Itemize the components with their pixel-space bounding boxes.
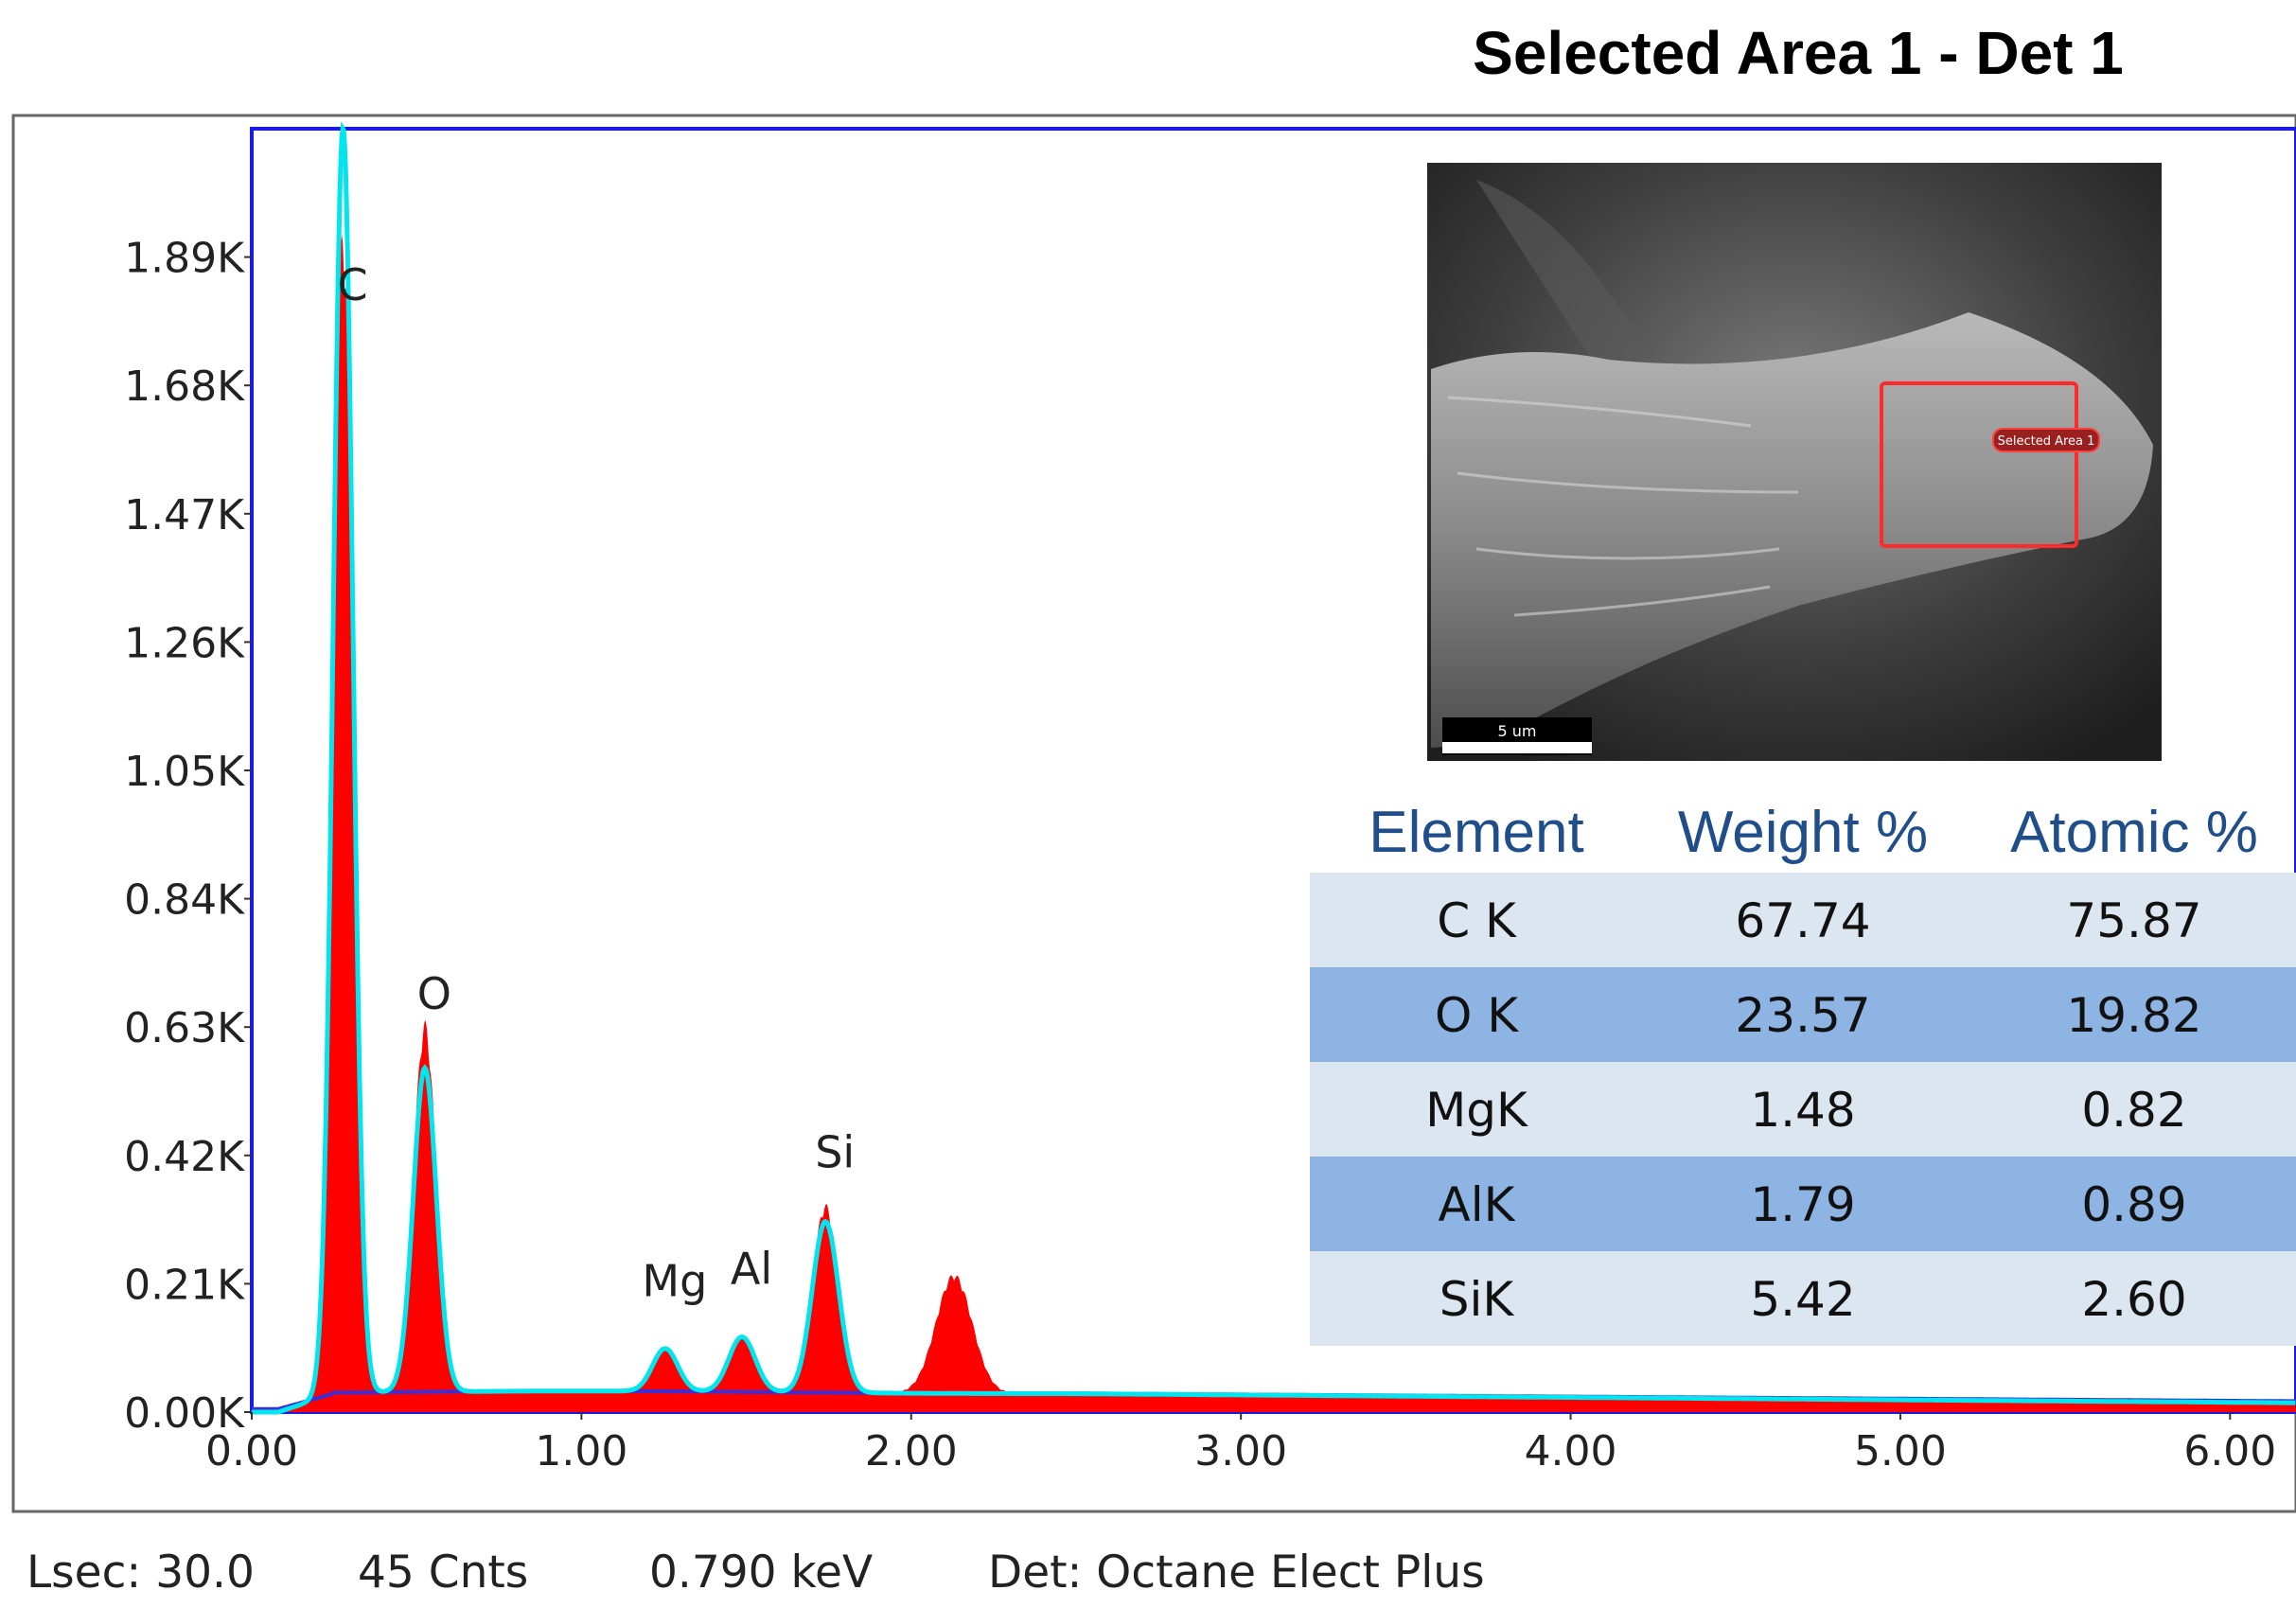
selected-area-box xyxy=(1880,381,2078,548)
fitted-spectrum xyxy=(252,121,2296,1415)
peak-label-al: Al xyxy=(731,1243,772,1294)
table-header-element: Element xyxy=(1369,800,1583,865)
table-row xyxy=(1310,873,2296,967)
y-tick-label: 0.00K xyxy=(124,1389,245,1438)
sem-inset-image: Selected Area 1 5 um xyxy=(1427,163,2162,761)
table-cell: 1.48 xyxy=(1750,1083,1855,1138)
table-cell: 0.89 xyxy=(2081,1177,2186,1232)
peak-label-c: C xyxy=(337,259,367,310)
y-tick-label: 1.47K xyxy=(124,491,245,539)
table-cell: 5.42 xyxy=(1750,1272,1855,1327)
x-tick-label: 1.00 xyxy=(535,1427,627,1475)
table-row xyxy=(1310,1062,2296,1157)
peak-label-mg: Mg xyxy=(642,1255,707,1306)
table-row xyxy=(1310,1157,2296,1251)
status-energy: 0.790 keV xyxy=(649,1546,873,1599)
status-counts: 45 Cnts xyxy=(358,1546,528,1599)
y-tick-label: 1.89K xyxy=(124,235,245,283)
scale-bar-label: 5 um xyxy=(1498,722,1537,740)
table-header-atomic: Atomic % xyxy=(2010,800,2258,865)
table-cell: O K xyxy=(1435,988,1519,1043)
peak-label-si: Si xyxy=(815,1127,855,1178)
table-row xyxy=(1310,1251,2296,1346)
status-bar: Lsec: 30.0 45 Cnts 0.790 keV Det: Octane… xyxy=(26,1546,1485,1599)
spectrum-layer xyxy=(252,121,2296,1415)
x-tick-label: 2.00 xyxy=(865,1427,958,1475)
y-tick-label: 0.63K xyxy=(124,1004,245,1052)
table-cell: C K xyxy=(1437,893,1517,948)
table-cell: 75.87 xyxy=(2066,893,2201,948)
y-tick-label: 0.21K xyxy=(124,1261,245,1309)
table-cell: 2.60 xyxy=(2081,1272,2186,1327)
x-tick-label: 3.00 xyxy=(1194,1427,1287,1475)
chart-title: Selected Area 1 - Det 1 xyxy=(1473,19,2124,87)
peak-labels: C O Mg Al Si xyxy=(337,259,855,1307)
composition-table: Element Weight % Atomic % C K 67.74 75.87 O… xyxy=(1310,800,2296,1346)
table-row xyxy=(1310,967,2296,1062)
table-cell: SiK xyxy=(1439,1272,1515,1327)
x-tick-label: 6.00 xyxy=(2183,1427,2276,1475)
y-tick-label: 1.68K xyxy=(124,362,245,411)
x-tick-label: 5.00 xyxy=(1854,1427,1947,1475)
selected-area-label: Selected Area 1 xyxy=(1998,434,2095,449)
table-cell: MgK xyxy=(1425,1083,1528,1138)
table-cell: 19.82 xyxy=(2066,988,2201,1043)
y-tick-label: 0.84K xyxy=(124,876,245,925)
peak-label-o: O xyxy=(417,968,451,1019)
table-cell: AlK xyxy=(1439,1177,1516,1232)
selected-area-tag xyxy=(1992,428,2100,452)
y-tick-label: 0.42K xyxy=(124,1133,245,1181)
table-cell: 23.57 xyxy=(1735,988,1870,1043)
y-axis: 0.00K 0.21K 0.42K 0.63K 0.84K 1.05K 1.26K 1.47K… xyxy=(124,235,252,1438)
y-tick-label: 1.05K xyxy=(124,748,245,796)
x-axis: 0.00 1.00 2.00 3.00 4.00 5.00 6.00 xyxy=(205,1412,2276,1475)
x-tick-label: 4.00 xyxy=(1525,1427,1617,1475)
scale-bar xyxy=(1442,742,1592,753)
status-lsec: Lsec: 30.0 xyxy=(26,1546,255,1599)
table-header-weight: Weight % xyxy=(1678,800,1928,865)
table-cell: 0.82 xyxy=(2081,1083,2186,1138)
x-tick-label: 0.00 xyxy=(205,1427,298,1475)
y-tick-label: 1.26K xyxy=(124,619,245,667)
status-detector: Det: Octane Elect Plus xyxy=(988,1546,1485,1599)
table-cell: 1.79 xyxy=(1750,1177,1855,1232)
table-cell: 67.74 xyxy=(1735,893,1870,948)
